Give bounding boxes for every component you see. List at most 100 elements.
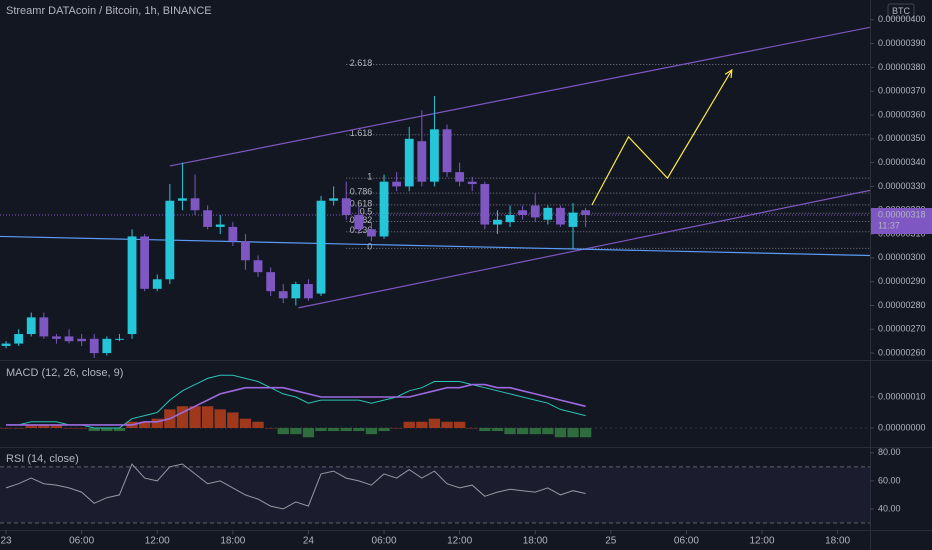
candle-body (556, 207, 565, 225)
candle-body (228, 226, 238, 242)
currency-label: BTC (892, 6, 911, 16)
x-tick-label: 12:00 (145, 536, 170, 547)
candle-body (241, 241, 250, 261)
last-price-label: 0.00000318 (878, 209, 926, 219)
histogram-bar (88, 427, 100, 432)
y-tick-label: 0.00000000 (878, 422, 926, 432)
candle-body (455, 172, 465, 182)
histogram-bar (516, 427, 529, 435)
candle-body (39, 317, 49, 337)
y-tick-label: 0.00000010 (878, 391, 926, 401)
histogram-bar (554, 427, 567, 438)
histogram-bar (138, 421, 151, 428)
fib-label: 0.236 (350, 225, 373, 235)
y-tick-label: 0.00000360 (878, 109, 926, 119)
candle-body (77, 338, 87, 342)
candle-body (354, 215, 364, 230)
y-tick-label: 0.00000260 (878, 347, 926, 357)
histogram-bar (214, 409, 226, 428)
fib-label: 1 (367, 171, 372, 181)
candle-body (89, 338, 99, 354)
candle-body (430, 129, 439, 182)
candle-body (367, 229, 376, 237)
projection-arrowhead (724, 68, 733, 79)
x-tick-label: 25 (605, 536, 617, 547)
histogram-bar (25, 424, 37, 428)
histogram-bar (466, 427, 478, 429)
candle-body (505, 215, 515, 223)
candle-body (392, 181, 402, 187)
histogram-bar (403, 421, 415, 428)
fib-label: 0.618 (350, 198, 373, 208)
y-tick-label: 0.00000290 (878, 276, 926, 286)
histogram-bar (189, 406, 201, 428)
histogram-bar (542, 427, 554, 435)
fib-label: 0.5 (360, 207, 373, 217)
histogram-bar (491, 427, 504, 432)
candle-body (568, 212, 578, 227)
candle-body (140, 236, 150, 289)
candle-body (304, 284, 313, 299)
y-tick-label: 0.00000400 (878, 14, 926, 24)
candle-body (102, 338, 112, 354)
candle-body (190, 198, 200, 211)
candle-body (341, 198, 351, 215)
candle-body (518, 210, 528, 215)
last-price-tag (871, 208, 932, 234)
candle-body (467, 181, 477, 185)
candle-body (1, 343, 11, 346)
candle-body (379, 181, 389, 237)
histogram-bar (75, 427, 88, 429)
histogram-bar (315, 427, 327, 432)
currency-badge (887, 3, 915, 19)
x-tick-label: 18:00 (825, 536, 850, 547)
candle-body (52, 336, 61, 339)
histogram-bar (428, 418, 441, 428)
rsi-title: RSI (14, close) (6, 453, 79, 465)
x-tick-label: 12:00 (447, 536, 472, 547)
macd-title: MACD (12, 26, close, 9) (6, 367, 123, 379)
histogram-bar (252, 421, 264, 428)
candle-body (404, 138, 414, 187)
x-tick-label: 18:00 (523, 536, 548, 547)
histogram-bar (453, 421, 466, 428)
histogram-bar (290, 427, 302, 435)
rsi-line (5, 463, 586, 510)
histogram-bar (0, 427, 12, 429)
histogram-bar (529, 427, 541, 435)
y-tick-label: 80.00 (878, 447, 901, 457)
y-tick-label: 0.00000340 (878, 157, 926, 167)
y-tick-label: 0.00000300 (878, 252, 926, 262)
candle-body (316, 200, 326, 294)
candle-body (253, 260, 263, 273)
y-tick-label: 0.00000390 (878, 38, 926, 48)
histogram-bar (579, 427, 592, 438)
histogram-bar (504, 427, 516, 435)
candle-body (442, 129, 452, 173)
candle-body (543, 207, 553, 220)
histogram-bar (50, 424, 63, 428)
x-tick-label: 18:00 (220, 536, 245, 547)
y-tick-label: 0.00000330 (878, 181, 926, 191)
y-tick-label: 0.00000350 (878, 133, 926, 143)
x-tick-label: 06:00 (372, 536, 397, 547)
histogram-bar (277, 427, 289, 435)
candle-body (480, 184, 490, 225)
histogram-bar (567, 427, 579, 438)
candle-body (493, 219, 502, 225)
candle-body (291, 284, 301, 299)
y-tick-label: 0.00000280 (878, 300, 926, 310)
countdown-label: 11:37 (878, 220, 900, 230)
projection-path (591, 69, 733, 206)
x-tick-label: 06:00 (674, 536, 699, 547)
candle-body (417, 141, 427, 182)
x-tick-label: 24 (303, 536, 315, 547)
fib-label: 0.786 (350, 187, 373, 197)
candle-body (215, 224, 225, 227)
macd-line (6, 374, 586, 429)
x-tick-label: 12:00 (750, 536, 775, 547)
y-tick-label: 0.00000370 (878, 86, 926, 96)
